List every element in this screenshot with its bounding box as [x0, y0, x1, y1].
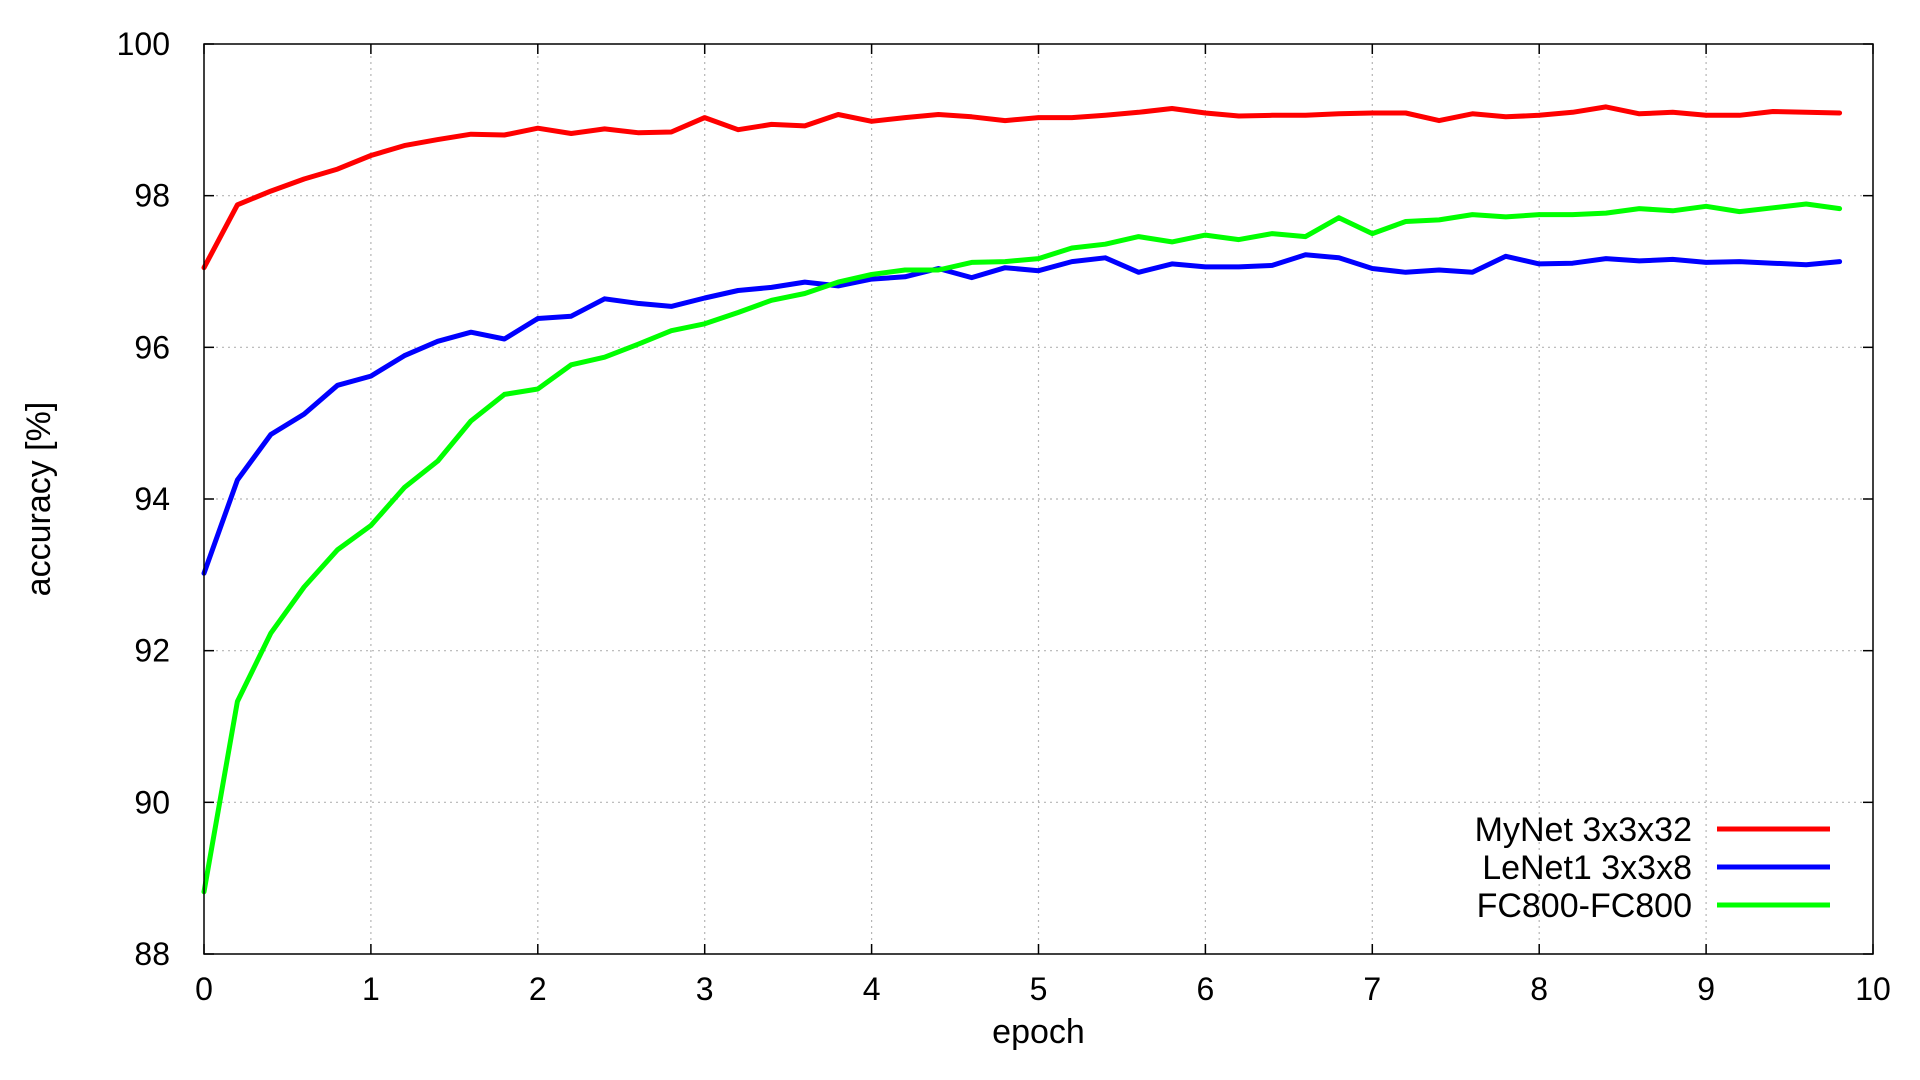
x-tick-label: 9 [1697, 971, 1715, 1007]
y-tick-label: 98 [134, 178, 170, 214]
x-tick-label: 7 [1363, 971, 1381, 1007]
y-tick-label: 90 [134, 784, 170, 820]
y-tick-label: 100 [117, 26, 170, 62]
y-axis-label: accuracy [%] [20, 402, 58, 597]
series-layer [201, 104, 1843, 895]
x-tick-label: 2 [529, 971, 547, 1007]
y-tick-label: 92 [134, 633, 170, 669]
series-line-2 [201, 252, 1843, 576]
legend-label: MyNet 3x3x32 [1475, 811, 1692, 849]
legend-label: LeNet1 3x3x8 [1482, 849, 1692, 887]
x-tick-label: 3 [696, 971, 714, 1007]
series-line-1 [201, 104, 1843, 271]
x-tick-label: 5 [1030, 971, 1048, 1007]
legend-label: FC800-FC800 [1477, 887, 1692, 925]
x-tick-label: 4 [863, 971, 881, 1007]
x-tick-label: 10 [1855, 971, 1891, 1007]
x-tick-label: 8 [1530, 971, 1548, 1007]
x-axis-label: epoch [992, 1013, 1085, 1051]
y-tick-label: 94 [134, 481, 170, 517]
series-line-3 [201, 201, 1843, 895]
y-tick-label: 96 [134, 329, 170, 365]
x-tick-label: 0 [195, 971, 213, 1007]
y-tick-label: 88 [134, 936, 170, 972]
axis-ticks: 0 1 2 3 4 5 6 7 8 9 10 88 90 92 94 96 98 100 [117, 26, 1891, 1007]
x-tick-label: 6 [1197, 971, 1215, 1007]
x-tick-label: 1 [362, 971, 380, 1007]
grid [204, 44, 1873, 954]
